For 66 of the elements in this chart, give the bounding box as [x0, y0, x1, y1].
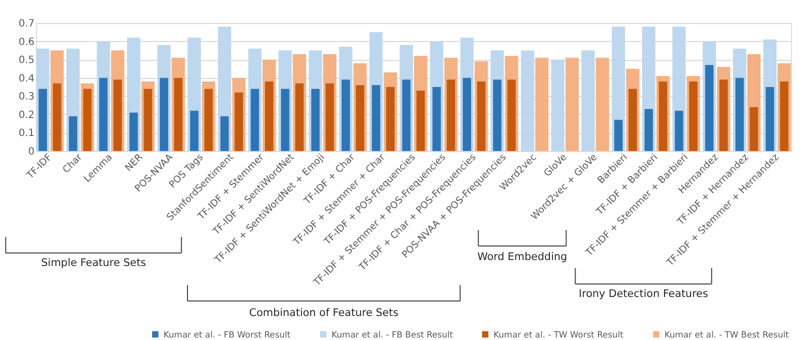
legend-label: Kumar et al. - FB Worst Result — [164, 330, 292, 340]
bar — [326, 83, 334, 151]
bar — [766, 87, 774, 151]
bar — [250, 88, 260, 151]
y-tick-label: 0.3 — [18, 92, 34, 103]
bar — [190, 110, 198, 151]
bar — [477, 82, 486, 151]
y-tick-label: 0.7 — [18, 18, 34, 30]
bar — [750, 107, 758, 151]
text: Irony Detection Features — [578, 288, 708, 300]
bar — [493, 80, 502, 151]
bar — [614, 120, 623, 151]
bar — [432, 87, 441, 151]
bar — [113, 80, 122, 151]
bar — [356, 85, 364, 151]
text: Word Embedding — [477, 251, 568, 263]
bar — [402, 80, 411, 151]
bar — [144, 88, 152, 151]
bar — [566, 58, 579, 151]
bar — [99, 78, 108, 151]
bar — [174, 78, 182, 151]
bar — [38, 88, 47, 151]
bar — [68, 116, 78, 151]
bar — [689, 82, 698, 151]
bar — [220, 116, 229, 151]
bar — [735, 78, 744, 151]
bar — [130, 112, 138, 151]
bar — [674, 110, 684, 151]
text: Simple Feature Sets — [41, 257, 146, 269]
bar — [596, 58, 610, 151]
bar — [204, 88, 213, 151]
bar — [719, 80, 728, 151]
y-tick-label: 0.6 — [18, 36, 34, 48]
bar — [52, 83, 62, 151]
bar — [535, 58, 548, 151]
legend-label: Kumar et al. - TW Best Result — [664, 330, 790, 340]
y-tick-label: 0 — [28, 146, 34, 158]
bar — [551, 60, 564, 151]
bar — [264, 82, 274, 151]
legend-label: Kumar et al. - FB Best Result — [332, 330, 454, 340]
bar — [658, 82, 668, 151]
bar — [705, 65, 714, 151]
bar — [280, 88, 290, 151]
bar — [644, 108, 653, 151]
bar — [386, 87, 395, 151]
bar — [446, 80, 456, 151]
y-tick-label: 0.5 — [18, 55, 34, 66]
bar — [416, 90, 425, 151]
y-tick-label: 0.1 — [18, 128, 34, 140]
bar — [83, 88, 92, 151]
bar — [342, 80, 350, 151]
bar — [520, 50, 534, 151]
bar — [295, 83, 304, 151]
bar — [234, 92, 244, 151]
y-tick-label: 0.2 — [18, 110, 34, 121]
text: Combination of Feature Sets — [249, 307, 398, 319]
bar — [780, 82, 788, 151]
bar — [372, 85, 380, 151]
bar — [462, 78, 472, 151]
bar — [582, 50, 595, 151]
bar — [311, 88, 320, 151]
y-tick-label: 0.4 — [18, 73, 34, 84]
bar — [628, 88, 637, 151]
bar — [160, 78, 168, 151]
legend-label: Kumar et al. - TW Worst Result — [494, 330, 624, 340]
bar — [507, 80, 516, 151]
